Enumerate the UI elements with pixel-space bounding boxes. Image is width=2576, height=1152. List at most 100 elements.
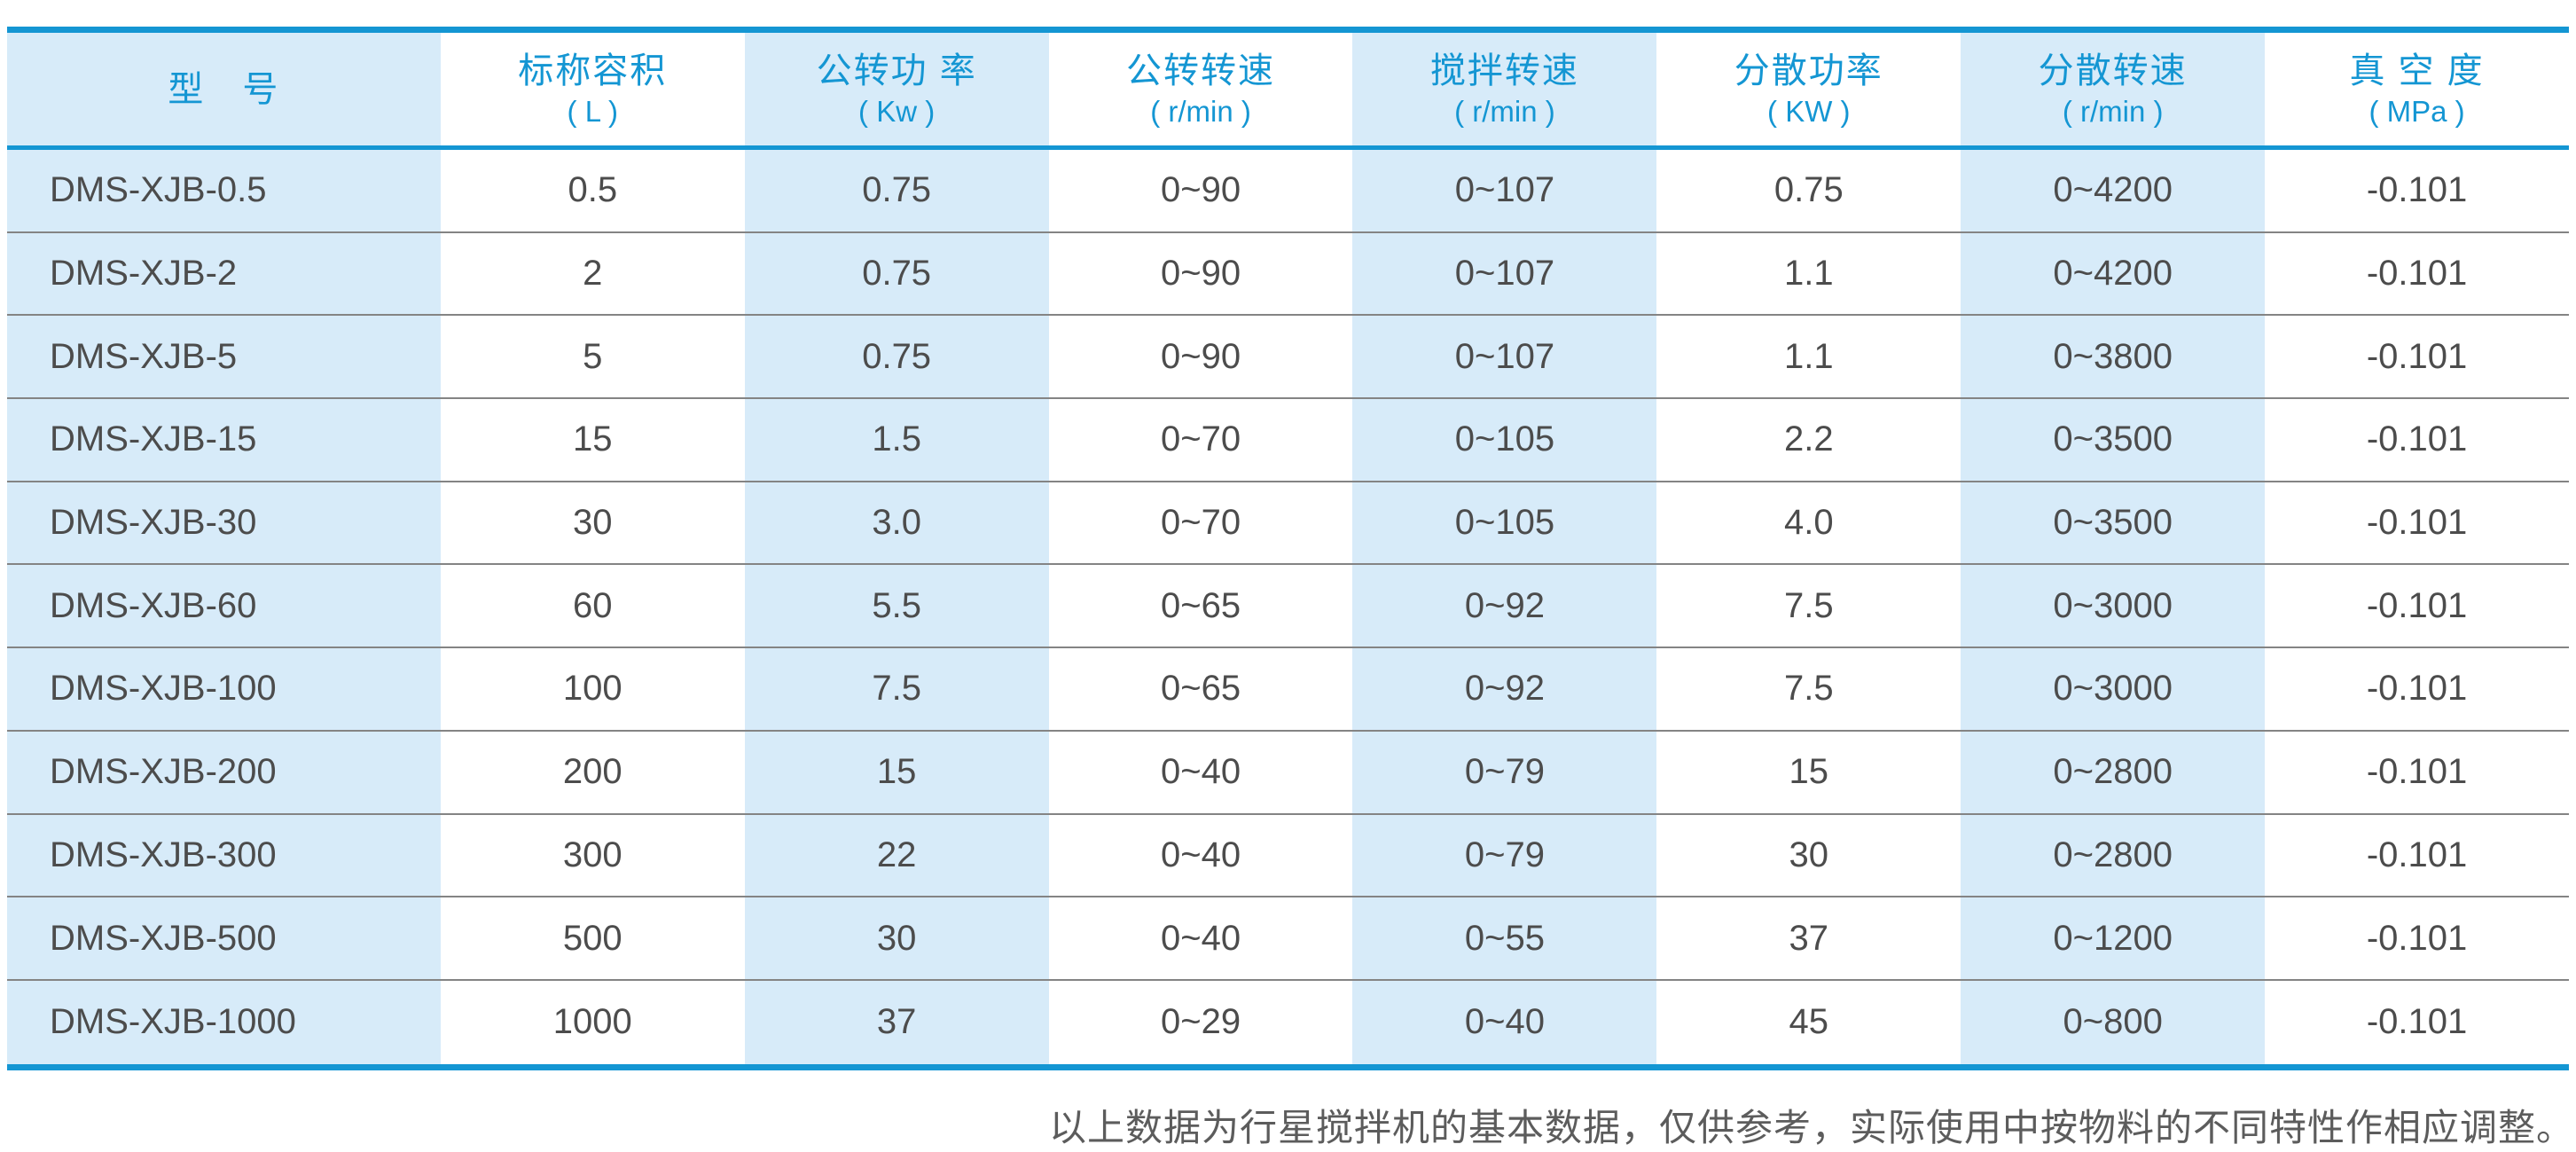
header-col-nominal-volume: 标称容积 ( L ): [440, 33, 745, 145]
value-cell: 2: [440, 232, 745, 315]
value-cell: 0~107: [1352, 316, 1657, 398]
header-col-dispersion-power: 分散功率 ( KW ): [1656, 33, 1961, 145]
model-cell: DMS-XJB-200: [7, 731, 441, 813]
table-row: DMS-XJB-60 60 5.5 0~65 0~92 7.5 0~3000 -0.101: [7, 565, 2569, 649]
value-cell: 0~79: [1352, 814, 1657, 897]
value-cell: 0.75: [1656, 150, 1961, 231]
table-row: DMS-XJB-300 300 22 0~40 0~79 30 0~2800 -0.101: [7, 814, 2569, 898]
value-cell: 0~90: [1048, 232, 1353, 315]
value-cell: 0~800: [1961, 980, 2266, 1064]
value-cell: 0~107: [1352, 232, 1657, 315]
header-col-dispersion-speed: 分散转速 ( r/min ): [1961, 33, 2266, 145]
value-cell: 0~70: [1048, 399, 1353, 481]
table-row: DMS-XJB-1000 1000 37 0~29 0~40 45 0~800 -0.101: [7, 980, 2569, 1064]
table-row: DMS-XJB-500 500 30 0~40 0~55 37 0~1200 -0.101: [7, 897, 2569, 981]
model-cell: DMS-XJB-60: [7, 565, 441, 647]
value-cell: 30: [1656, 814, 1961, 897]
header-label: 真 空 度: [2349, 51, 2485, 90]
value-cell: 22: [744, 814, 1049, 897]
value-cell: -0.101: [2265, 399, 2569, 481]
model-cell: DMS-XJB-2: [7, 232, 441, 315]
header-label: 型 号: [168, 69, 280, 109]
header-col-vacuum-degree: 真 空 度 ( MPa ): [2265, 33, 2569, 145]
value-cell: 15: [1656, 731, 1961, 813]
table-row: DMS-XJB-2 2 0.75 0~90 0~107 1.1 0~4200 -0.101: [7, 232, 2569, 317]
value-cell: 37: [744, 980, 1049, 1064]
header-label: 分散转速: [2038, 51, 2188, 90]
value-cell: 0~3000: [1961, 648, 2266, 730]
value-cell: 100: [440, 648, 745, 730]
header-unit: ( r/min ): [1150, 94, 1251, 128]
model-cell: DMS-XJB-15: [7, 399, 441, 481]
value-cell: 7.5: [744, 648, 1049, 730]
model-cell: DMS-XJB-100: [7, 648, 441, 730]
value-cell: 0~4200: [1961, 232, 2266, 315]
value-cell: 0~105: [1352, 482, 1657, 564]
header-unit: ( r/min ): [2062, 94, 2164, 128]
header-label: 公转转速: [1126, 51, 1276, 90]
value-cell: 0~40: [1048, 897, 1353, 979]
value-cell: 5.5: [744, 565, 1049, 647]
header-col-revolution-power: 公转功 率 ( Kw ): [744, 33, 1049, 145]
value-cell: 0~29: [1048, 980, 1353, 1064]
header-unit: ( KW ): [1767, 94, 1851, 128]
value-cell: 0~92: [1352, 648, 1657, 730]
value-cell: -0.101: [2265, 814, 2569, 897]
value-cell: -0.101: [2265, 316, 2569, 398]
value-cell: 0~4200: [1961, 150, 2266, 231]
value-cell: 0~40: [1352, 980, 1657, 1064]
value-cell: 0~90: [1048, 150, 1353, 231]
value-cell: 200: [440, 731, 745, 813]
table-row: DMS-XJB-30 30 3.0 0~70 0~105 4.0 0~3500 -0.101: [7, 482, 2569, 566]
value-cell: -0.101: [2265, 980, 2569, 1064]
header-col-revolution-speed: 公转转速 ( r/min ): [1048, 33, 1353, 145]
table-row: DMS-XJB-15 15 1.5 0~70 0~105 2.2 0~3500 -0.101: [7, 399, 2569, 482]
value-cell: 3.0: [744, 482, 1049, 564]
value-cell: 0~3500: [1961, 482, 2266, 564]
table-row: DMS-XJB-200 200 15 0~40 0~79 15 0~2800 -0.101: [7, 731, 2569, 815]
model-cell: DMS-XJB-30: [7, 482, 441, 564]
value-cell: 0~92: [1352, 565, 1657, 647]
value-cell: 0.75: [744, 150, 1049, 231]
value-cell: 0.75: [744, 316, 1049, 398]
value-cell: 1.1: [1656, 316, 1961, 398]
value-cell: 5: [440, 316, 745, 398]
spec-table: 型 号 标称容积 ( L ) 公转功 率 ( Kw ) 公转转速 ( r/min…: [7, 27, 2569, 1070]
value-cell: 0~70: [1048, 482, 1353, 564]
table-body: DMS-XJB-0.5 0.5 0.75 0~90 0~107 0.75 0~4200 -0.…: [7, 150, 2569, 1064]
value-cell: -0.101: [2265, 648, 2569, 730]
header-unit: ( MPa ): [2369, 94, 2465, 128]
value-cell: -0.101: [2265, 150, 2569, 231]
footnote: 以上数据为行星搅拌机的基本数据，仅供参考，实际使用中按物料的不同特性作相应调整。: [1048, 1106, 2574, 1149]
value-cell: 60: [440, 565, 745, 647]
value-cell: 4.0: [1656, 482, 1961, 564]
value-cell: 7.5: [1656, 565, 1961, 647]
value-cell: 37: [1656, 897, 1961, 979]
value-cell: 0~55: [1352, 897, 1657, 979]
model-cell: DMS-XJB-1000: [7, 980, 441, 1064]
value-cell: 1.5: [744, 399, 1049, 481]
value-cell: 0~3000: [1961, 565, 2266, 647]
value-cell: 0~105: [1352, 399, 1657, 481]
value-cell: 0~90: [1048, 316, 1353, 398]
value-cell: 0.75: [744, 232, 1049, 315]
header-label: 标称容积: [518, 51, 668, 90]
table-row: DMS-XJB-0.5 0.5 0.75 0~90 0~107 0.75 0~4200 -0.…: [7, 150, 2569, 233]
value-cell: -0.101: [2265, 897, 2569, 979]
value-cell: -0.101: [2265, 565, 2569, 647]
table-header-row: 型 号 标称容积 ( L ) 公转功 率 ( Kw ) 公转转速 ( r/min…: [7, 33, 2569, 150]
value-cell: 1000: [440, 980, 745, 1064]
value-cell: 0~1200: [1961, 897, 2266, 979]
value-cell: -0.101: [2265, 482, 2569, 564]
value-cell: 0~65: [1048, 565, 1353, 647]
header-col-model: 型 号: [7, 33, 441, 145]
value-cell: 0~3500: [1961, 399, 2266, 481]
header-label: 分散功率: [1734, 51, 1883, 90]
model-cell: DMS-XJB-500: [7, 897, 441, 979]
header-unit: ( Kw ): [858, 94, 936, 128]
value-cell: 500: [440, 897, 745, 979]
value-cell: -0.101: [2265, 232, 2569, 315]
value-cell: 0~107: [1352, 150, 1657, 231]
header-unit: ( L ): [567, 94, 618, 128]
value-cell: 30: [744, 897, 1049, 979]
